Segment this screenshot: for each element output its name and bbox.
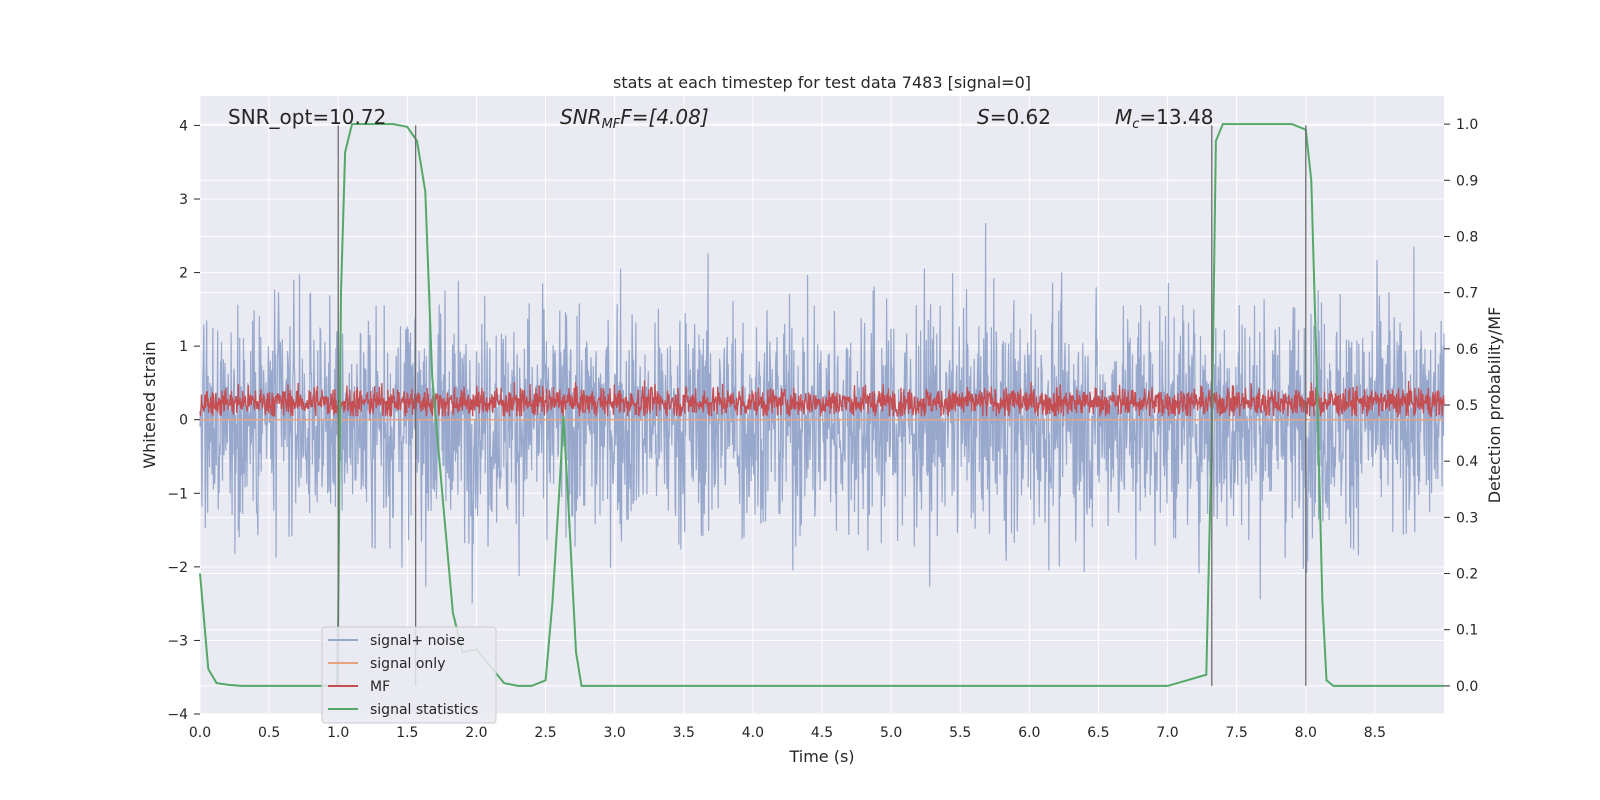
legend-entry: signal+ noise xyxy=(328,633,465,649)
y2-tick-label: 0.7 xyxy=(1456,286,1478,302)
x-tick-label: 6.5 xyxy=(1087,725,1109,741)
y-tick-label: −3 xyxy=(167,633,188,649)
y-tick-label: 2 xyxy=(179,266,188,282)
y-tick-label: −1 xyxy=(167,486,188,502)
chart-title: stats at each timestep for test data 748… xyxy=(613,73,1031,92)
legend: signal+ noise signal only MF signal stat… xyxy=(321,626,497,724)
x-tick-label: 4.5 xyxy=(811,725,833,741)
y2-tick-label: 1.0 xyxy=(1456,117,1478,133)
y2-tick-label: 0.5 xyxy=(1456,398,1478,414)
y-axis-label: Whitened strain xyxy=(140,341,159,468)
x-tick-label: 5.0 xyxy=(880,725,902,741)
series-mf xyxy=(199,380,1445,419)
y-tick-label: −2 xyxy=(167,560,188,576)
x-tick-label: 3.5 xyxy=(673,725,695,741)
series-signal-statistics xyxy=(199,123,1444,687)
x-tick-label: 2.5 xyxy=(534,725,556,741)
y2-tick-label: 0.4 xyxy=(1456,454,1478,470)
x-tick-label: 0.5 xyxy=(258,725,280,741)
y-tick-label: 4 xyxy=(179,118,188,134)
y-tick-label: 0 xyxy=(179,413,188,429)
x-axis-label: Time (s) xyxy=(788,747,854,766)
y2-tick-label: 0.2 xyxy=(1456,567,1478,583)
legend-entry: MF xyxy=(328,679,390,695)
tick-labels: 0.0 0.5 1.0 1.5 2.0 2.5 3.0 3.5 4.0 4.5 5.0 5.5 6.0 6… xyxy=(167,117,1478,741)
x-tick-label: 0.0 xyxy=(189,725,211,741)
y2-tick-label: 0.6 xyxy=(1456,342,1478,358)
legend-label: signal only xyxy=(370,656,445,672)
x-tick-label: 3.0 xyxy=(604,725,626,741)
y2-tick-label: 0.9 xyxy=(1456,173,1478,189)
x-tick-label: 8.0 xyxy=(1295,725,1317,741)
x-tick-label: 8.5 xyxy=(1364,725,1386,741)
annotation-snr-opt: SNR_opt=10.72 xyxy=(228,105,386,129)
y2-tick-label: 0.1 xyxy=(1456,623,1478,639)
y2-axis-label: Detection probability/MF xyxy=(1485,307,1504,504)
x-tick-label: 7.0 xyxy=(1156,725,1178,741)
annotation-s: S=0.62 xyxy=(977,105,1051,129)
y2-tick-label: 0.0 xyxy=(1456,679,1478,695)
x-tick-label: 1.5 xyxy=(396,725,418,741)
legend-label: signal+ noise xyxy=(370,633,465,649)
legend-box xyxy=(321,626,497,724)
marker-lines xyxy=(337,125,1307,686)
x-tick-label: 5.5 xyxy=(949,725,971,741)
annotation-snr-mf: SNRMFF=[4.08] xyxy=(560,105,709,132)
y2-tick-label: 0.3 xyxy=(1456,510,1478,526)
x-tick-label: 2.0 xyxy=(465,725,487,741)
y2-tick-label: 0.8 xyxy=(1456,229,1478,245)
y-tick-label: 1 xyxy=(179,339,188,355)
annotation-mc: Mc=13.48 xyxy=(1115,105,1213,132)
y-tick-label: −4 xyxy=(167,707,188,723)
series-layer xyxy=(199,123,1445,687)
x-tick-label: 4.0 xyxy=(742,725,764,741)
x-tick-label: 6.0 xyxy=(1018,725,1040,741)
y-tick-label: 3 xyxy=(179,192,188,208)
x-tick-label: 7.5 xyxy=(1226,725,1248,741)
legend-entry: signal only xyxy=(328,656,445,672)
legend-label: signal statistics xyxy=(370,702,478,718)
x-tick-label: 1.0 xyxy=(327,725,349,741)
legend-entry: signal statistics xyxy=(328,702,478,718)
legend-label: MF xyxy=(370,679,390,695)
